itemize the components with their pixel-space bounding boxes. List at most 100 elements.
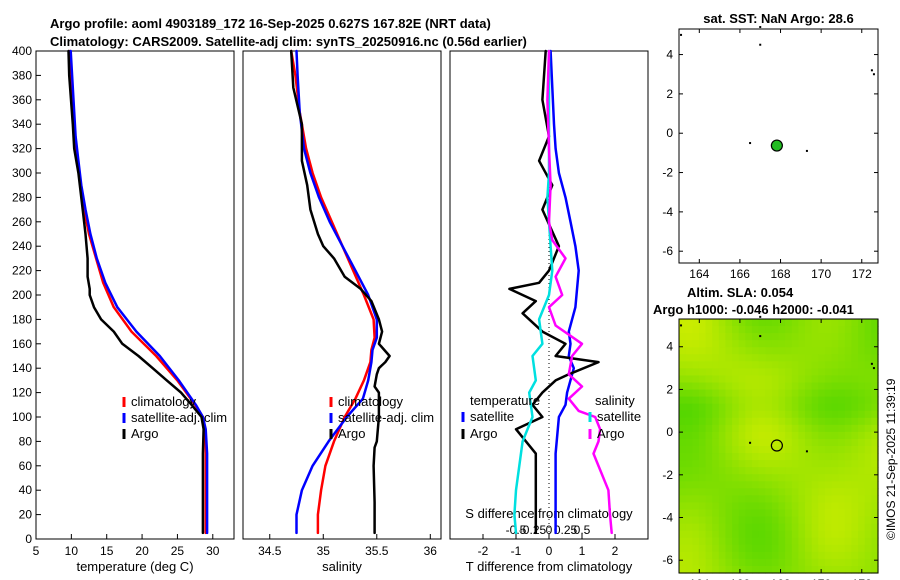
heatmap-cell	[818, 516, 826, 525]
heatmap-cell	[765, 410, 773, 419]
heatmap-cell	[765, 417, 773, 426]
heatmap-cell	[732, 389, 740, 398]
heatmap-cell	[745, 375, 753, 384]
sla-map-island-speck	[749, 441, 752, 444]
heatmap-cell	[738, 319, 746, 327]
heatmap-cell	[732, 481, 740, 489]
heatmap-cell	[798, 326, 806, 334]
heatmap-cell	[851, 467, 859, 475]
depth-tick-label-280: 280	[12, 190, 32, 204]
heatmap-cell	[818, 530, 826, 539]
heatmap-cell	[785, 375, 793, 384]
heatmap-cell	[692, 537, 700, 546]
heatmap-cell	[818, 551, 826, 560]
heatmap-cell	[705, 495, 713, 504]
heatmap-cell	[718, 424, 727, 433]
heatmap-cell	[725, 375, 733, 384]
heatmap-cell	[751, 509, 760, 518]
heatmap-cell	[811, 326, 819, 334]
heatmap-cell	[765, 509, 773, 518]
heatmap-cell	[778, 389, 786, 398]
heatmap-cell	[778, 551, 786, 560]
heatmap-cell	[805, 361, 813, 369]
heatmap-cell	[798, 565, 806, 574]
heatmap-cell	[771, 347, 780, 355]
heatmap-cell	[725, 488, 733, 496]
heatmap-cell	[732, 340, 740, 348]
heatmap-cell	[712, 410, 720, 419]
sla-map-ytick-label-2: 2	[666, 382, 673, 396]
heatmap-cell	[765, 361, 773, 369]
heatmap-cell	[725, 382, 733, 391]
difference-xtick-label-1: 1	[579, 544, 586, 558]
heatmap-cell	[785, 410, 793, 419]
heatmap-cell	[718, 488, 727, 496]
heatmap-cell	[864, 495, 872, 504]
heatmap-cell	[805, 502, 813, 511]
heatmap-cell	[679, 551, 687, 560]
heatmap-cell	[818, 417, 826, 426]
salinity-frame	[242, 50, 442, 540]
heatmap-cell	[851, 509, 859, 518]
heatmap-cell	[851, 326, 859, 334]
sla-map-xtick-label-166: 166	[730, 577, 750, 580]
heatmap-cell	[871, 530, 879, 539]
heatmap-cell	[692, 502, 700, 511]
heatmap-cell	[745, 460, 753, 468]
heatmap-cell	[818, 488, 826, 496]
heatmap-cell	[751, 558, 760, 567]
heatmap-cell	[785, 417, 793, 426]
heatmap-cell	[858, 523, 866, 532]
heatmap-cell	[758, 403, 766, 412]
heatmap-cell	[811, 410, 819, 419]
heatmap-cell	[712, 431, 720, 440]
heatmap-cell	[771, 424, 780, 433]
heatmap-cell	[838, 438, 846, 447]
heatmap-cell	[811, 333, 819, 341]
heatmap-cell	[732, 333, 740, 341]
heatmap-cell	[818, 502, 826, 511]
heatmap-cell	[718, 438, 727, 447]
heatmap-cell	[805, 551, 813, 560]
heatmap-cell	[858, 361, 866, 369]
heatmap-cell	[791, 375, 799, 384]
heatmap-cell	[751, 396, 760, 405]
heatmap-cell	[679, 537, 687, 546]
heatmap-cell	[871, 403, 879, 412]
heatmap-cell	[765, 319, 773, 327]
heatmap-cell	[738, 551, 746, 560]
heatmap-cell	[864, 523, 872, 532]
heatmap-cell	[758, 467, 766, 475]
heatmap-cell	[705, 446, 713, 454]
heatmap-cell	[685, 431, 693, 440]
heatmap-cell	[751, 453, 760, 461]
heatmap-cell	[831, 333, 839, 341]
temperature-series-satellite-adj-clim	[69, 49, 209, 535]
heatmap-cell	[811, 481, 819, 489]
heatmap-cell	[732, 558, 740, 567]
heatmap-cell	[831, 474, 839, 482]
heatmap-cell	[831, 417, 839, 426]
heatmap-cell	[778, 495, 786, 504]
heatmap-cell	[771, 431, 780, 440]
heatmap-cell	[831, 403, 839, 412]
heatmap-cell	[705, 544, 713, 553]
heatmap-cell	[818, 410, 826, 419]
heatmap-cell	[811, 368, 819, 377]
heatmap-cell	[798, 481, 806, 489]
heatmap-cell	[831, 354, 839, 362]
heatmap-cell	[771, 523, 780, 532]
heatmap-cell	[818, 389, 826, 398]
heatmap-cell	[765, 467, 773, 475]
heatmap-cell	[712, 530, 720, 539]
heatmap-cell	[805, 558, 813, 567]
heatmap-cell	[679, 333, 687, 341]
depth-tick-label-240: 240	[12, 239, 32, 253]
heatmap-cell	[858, 516, 866, 525]
heatmap-cell	[745, 347, 753, 355]
heatmap-cell	[725, 453, 733, 461]
heatmap-cell	[824, 530, 833, 539]
heatmap-cell	[765, 375, 773, 384]
heatmap-cell	[705, 319, 713, 327]
heatmap-cell	[692, 333, 700, 341]
